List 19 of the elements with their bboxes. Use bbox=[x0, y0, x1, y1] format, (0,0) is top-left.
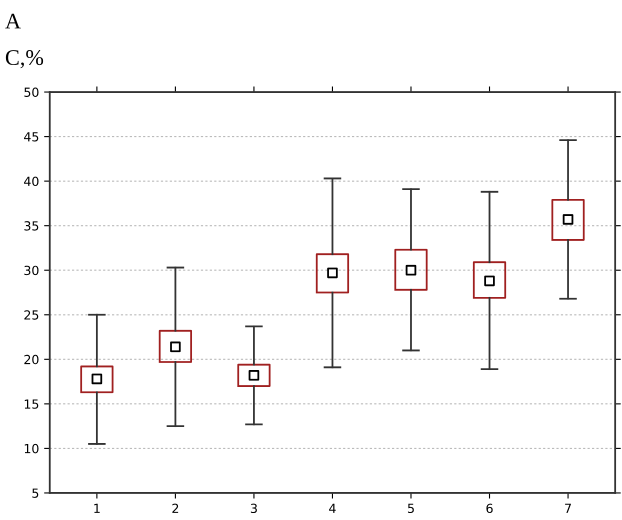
x-tick-label: 3 bbox=[250, 504, 257, 514]
y-tick-label: 20 bbox=[24, 354, 39, 364]
y-tick-label: 40 bbox=[24, 176, 39, 186]
chart-title: A bbox=[5, 14, 21, 28]
y-tick-label: 35 bbox=[24, 221, 38, 231]
x-tick-label: 4 bbox=[329, 504, 336, 513]
x-tick-label: 6 bbox=[486, 504, 493, 514]
y-tick-label: 50 bbox=[24, 88, 39, 97]
y-tick-label: 15 bbox=[24, 400, 38, 409]
x-tick-label: 1 bbox=[94, 504, 100, 513]
x-tick-label: 5 bbox=[408, 504, 414, 514]
y-tick-label: 25 bbox=[24, 310, 38, 320]
x-tick-label: 2 bbox=[172, 504, 178, 513]
y-tick-label: 45 bbox=[24, 132, 38, 142]
y-axis-title: C,% bbox=[6, 50, 44, 68]
x-tick-label: 7 bbox=[565, 504, 571, 513]
y-tick-label: 10 bbox=[24, 444, 39, 454]
y-tick-label: 5 bbox=[32, 488, 38, 498]
y-tick-label: 30 bbox=[24, 266, 39, 276]
